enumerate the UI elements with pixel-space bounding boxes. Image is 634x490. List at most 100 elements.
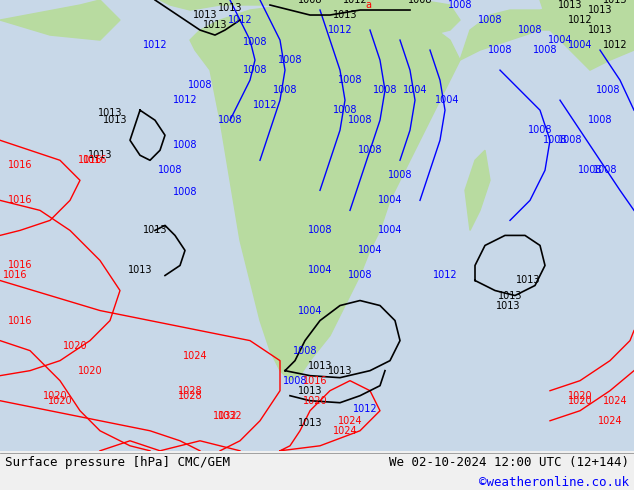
Text: 1004: 1004 (378, 196, 402, 205)
Text: 1016: 1016 (8, 160, 32, 171)
Text: 1020: 1020 (567, 391, 592, 401)
Text: Surface pressure [hPa] CMC/GEM: Surface pressure [hPa] CMC/GEM (5, 456, 230, 469)
Text: 1008: 1008 (588, 115, 612, 125)
Text: 1008: 1008 (217, 115, 242, 125)
Polygon shape (540, 0, 634, 70)
Text: 1013: 1013 (98, 108, 122, 118)
Text: 1012: 1012 (172, 95, 197, 105)
Text: 1012: 1012 (228, 15, 252, 25)
Text: 1012: 1012 (343, 0, 367, 5)
Text: 1012: 1012 (567, 15, 592, 25)
Text: 1013: 1013 (603, 0, 627, 5)
Text: 1032: 1032 (217, 411, 242, 421)
Text: 1004: 1004 (568, 40, 592, 50)
Text: 1008: 1008 (478, 15, 502, 25)
Text: 1016: 1016 (8, 261, 32, 270)
Text: 1008: 1008 (172, 187, 197, 197)
Text: 1013: 1013 (298, 386, 322, 396)
Text: 1008: 1008 (533, 45, 557, 55)
Text: 1008: 1008 (388, 171, 412, 180)
Text: 1004: 1004 (378, 225, 402, 235)
Text: 1032: 1032 (212, 411, 237, 421)
Text: 1024: 1024 (333, 426, 358, 436)
Text: 1013: 1013 (103, 115, 127, 125)
Text: 1004: 1004 (548, 35, 573, 45)
Text: 1013: 1013 (193, 10, 217, 20)
Text: 1008: 1008 (283, 376, 307, 386)
Text: We 02-10-2024 12:00 UTC (12+144): We 02-10-2024 12:00 UTC (12+144) (389, 456, 629, 469)
Text: 1008: 1008 (293, 345, 317, 356)
Text: 1013: 1013 (328, 366, 353, 376)
Text: 1008: 1008 (278, 55, 302, 65)
Polygon shape (160, 0, 460, 35)
Text: 1008: 1008 (448, 0, 472, 10)
Polygon shape (190, 5, 460, 381)
Text: 1013: 1013 (588, 5, 612, 15)
Text: 1013: 1013 (203, 20, 227, 30)
Text: 1012: 1012 (143, 40, 167, 50)
Text: 1008: 1008 (158, 165, 182, 175)
Text: 1004: 1004 (298, 306, 322, 316)
Text: 1020: 1020 (567, 396, 592, 406)
Text: 1016: 1016 (78, 155, 102, 165)
Text: 1024: 1024 (183, 351, 207, 361)
Text: 1016: 1016 (8, 196, 32, 205)
Text: 1013: 1013 (333, 10, 357, 20)
Text: 1020: 1020 (302, 396, 327, 406)
Text: 1012: 1012 (328, 25, 353, 35)
Text: 1016: 1016 (3, 270, 27, 280)
Text: 1008: 1008 (348, 115, 372, 125)
Text: 1024: 1024 (338, 416, 362, 426)
Text: 1016: 1016 (83, 155, 107, 165)
Text: 1020: 1020 (48, 396, 72, 406)
Text: 1016: 1016 (8, 316, 32, 325)
Text: 1013: 1013 (515, 275, 540, 286)
Polygon shape (460, 0, 634, 60)
Text: 1020: 1020 (42, 391, 67, 401)
Text: 1008: 1008 (333, 105, 357, 115)
Text: 1013: 1013 (498, 291, 522, 300)
Text: 1012: 1012 (353, 404, 377, 414)
Text: 1013: 1013 (143, 225, 167, 235)
Text: 1008: 1008 (543, 135, 567, 145)
Text: 1012: 1012 (253, 100, 277, 110)
Text: 1024: 1024 (603, 396, 627, 406)
Text: 1020: 1020 (63, 341, 87, 351)
Text: 1008: 1008 (348, 270, 372, 280)
Text: 1008: 1008 (243, 65, 268, 75)
Text: 1008: 1008 (593, 165, 618, 175)
Text: 1008: 1008 (307, 225, 332, 235)
Text: ©weatheronline.co.uk: ©weatheronline.co.uk (479, 476, 629, 489)
Text: 1004: 1004 (435, 95, 459, 105)
Text: 1008: 1008 (408, 0, 432, 5)
Text: 1008: 1008 (273, 85, 297, 95)
Text: 1013: 1013 (217, 3, 242, 13)
Text: 1013: 1013 (127, 266, 152, 275)
Polygon shape (0, 0, 120, 40)
FancyBboxPatch shape (0, 0, 634, 451)
Text: 1024: 1024 (598, 416, 623, 426)
Text: 1008: 1008 (596, 85, 620, 95)
Text: 1008: 1008 (188, 80, 212, 90)
Text: a: a (365, 0, 371, 10)
Text: 1008: 1008 (338, 75, 362, 85)
Text: 1008: 1008 (298, 0, 322, 5)
Text: 1013: 1013 (307, 361, 332, 370)
Text: 1013: 1013 (588, 25, 612, 35)
Text: 1008: 1008 (243, 37, 268, 47)
Text: 1008: 1008 (527, 125, 552, 135)
Text: 1012: 1012 (603, 40, 627, 50)
Text: 1013: 1013 (298, 418, 322, 428)
Text: 1008: 1008 (558, 135, 582, 145)
Text: 1028: 1028 (178, 391, 202, 401)
Text: 1013: 1013 (496, 300, 521, 311)
Text: 1004: 1004 (358, 245, 382, 255)
Polygon shape (465, 150, 490, 230)
Text: 1008: 1008 (518, 25, 542, 35)
Text: 1016: 1016 (303, 376, 327, 386)
Text: 1008: 1008 (373, 85, 398, 95)
Text: 1013: 1013 (87, 150, 112, 160)
Text: 1020: 1020 (78, 366, 102, 376)
Text: 1008: 1008 (172, 140, 197, 150)
Text: 1012: 1012 (432, 270, 457, 280)
